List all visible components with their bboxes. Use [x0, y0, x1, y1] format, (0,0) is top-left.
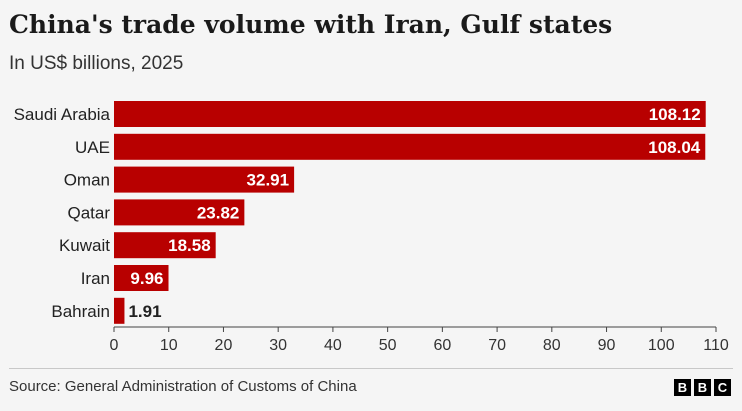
bar	[114, 101, 706, 127]
x-tick-label: 0	[110, 337, 119, 354]
value-label: 108.04	[648, 138, 701, 157]
x-tick-label: 40	[324, 337, 342, 354]
category-label: Bahrain	[51, 302, 110, 321]
bar	[114, 232, 216, 259]
bar	[114, 265, 169, 291]
x-tick-label: 100	[648, 337, 675, 354]
value-label: 1.91	[128, 302, 161, 321]
x-tick-label: 10	[160, 337, 178, 354]
x-tick-label: 30	[269, 337, 287, 354]
bbc-logo-letter: C	[714, 379, 731, 396]
bar-chart: Saudi Arabia 108.12 UAE 108.04 Oman 32.91 Qata…	[14, 101, 729, 354]
value-label: 9.96	[130, 269, 163, 288]
footer-divider	[9, 368, 733, 369]
value-label: 108.12	[649, 105, 701, 124]
category-label: Oman	[64, 171, 110, 190]
category-label: Saudi Arabia	[14, 105, 111, 124]
chart-title: China's trade volume with Iran, Gulf sta…	[9, 10, 613, 39]
bar	[114, 297, 125, 324]
bbc-logo-letter: B	[694, 379, 711, 396]
category-label: Iran	[81, 269, 110, 288]
bbc-logo: B B C	[674, 379, 731, 396]
x-tick-label: 20	[215, 337, 233, 354]
category-label: UAE	[75, 138, 110, 157]
chart-subtitle: In US$ billions, 2025	[9, 53, 184, 74]
x-tick-label: 110	[703, 337, 729, 354]
x-tick-label: 90	[598, 337, 616, 354]
category-label: Qatar	[67, 203, 110, 222]
bar	[114, 166, 295, 193]
value-label: 23.82	[197, 203, 240, 222]
x-tick-label: 60	[433, 337, 451, 354]
x-tick-label: 50	[379, 337, 397, 354]
source-note: Source: General Administration of Custom…	[9, 378, 357, 395]
bar	[114, 133, 706, 160]
x-tick-label: 80	[543, 337, 561, 354]
x-tick-label: 70	[488, 337, 506, 354]
category-label: Kuwait	[59, 236, 110, 255]
bar	[114, 199, 245, 226]
bbc-logo-letter: B	[674, 379, 691, 396]
value-label: 18.58	[168, 236, 211, 255]
value-label: 32.91	[247, 171, 290, 190]
